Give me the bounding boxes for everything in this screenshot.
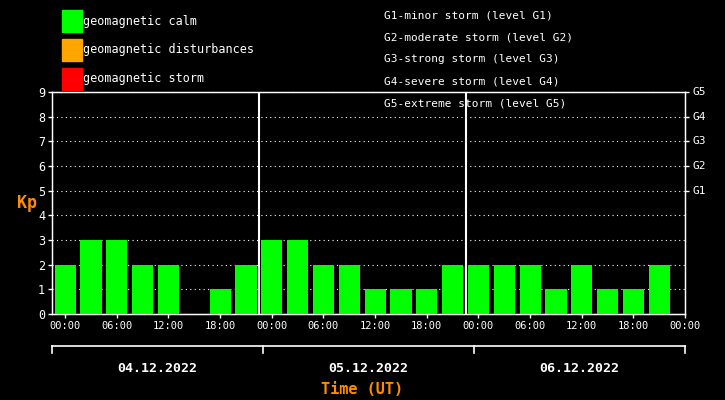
Bar	[80, 240, 102, 314]
Text: G1-minor storm (level G1): G1-minor storm (level G1)	[384, 10, 553, 20]
Bar	[494, 265, 515, 314]
Text: geomagnetic storm: geomagnetic storm	[83, 72, 204, 85]
Bar	[339, 265, 360, 314]
Bar	[158, 265, 179, 314]
Bar	[390, 289, 412, 314]
Text: G5-extreme storm (level G5): G5-extreme storm (level G5)	[384, 98, 566, 108]
Text: geomagnetic calm: geomagnetic calm	[83, 14, 197, 28]
Y-axis label: Kp: Kp	[17, 194, 37, 212]
Text: G4-severe storm (level G4): G4-severe storm (level G4)	[384, 76, 560, 86]
Bar	[261, 240, 282, 314]
Text: Time (UT): Time (UT)	[321, 382, 404, 398]
Bar	[597, 289, 618, 314]
Bar	[571, 265, 592, 314]
Text: 06.12.2022: 06.12.2022	[539, 362, 620, 374]
Bar	[468, 265, 489, 314]
Bar	[545, 289, 566, 314]
Bar	[210, 289, 231, 314]
Bar	[365, 289, 386, 314]
Text: 04.12.2022: 04.12.2022	[117, 362, 198, 374]
Text: G3-strong storm (level G3): G3-strong storm (level G3)	[384, 54, 560, 64]
Bar	[520, 265, 541, 314]
Bar	[132, 265, 153, 314]
Bar	[623, 289, 644, 314]
Text: geomagnetic disturbances: geomagnetic disturbances	[83, 43, 254, 56]
Bar	[236, 265, 257, 314]
Bar	[287, 240, 308, 314]
Bar	[313, 265, 334, 314]
Bar	[649, 265, 670, 314]
Bar	[54, 265, 75, 314]
Text: G2-moderate storm (level G2): G2-moderate storm (level G2)	[384, 32, 573, 42]
Bar	[416, 289, 437, 314]
Bar	[442, 265, 463, 314]
Bar	[106, 240, 128, 314]
Text: 05.12.2022: 05.12.2022	[328, 362, 409, 374]
